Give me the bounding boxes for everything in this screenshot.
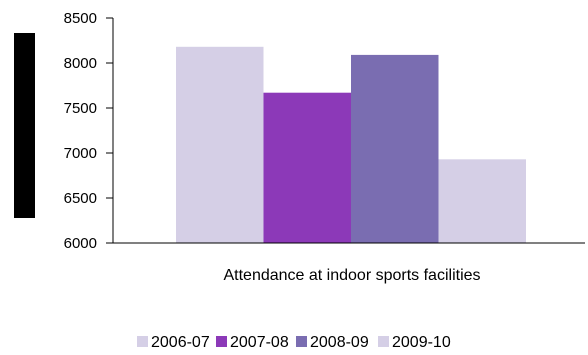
legend-swatch-2009-10 — [378, 336, 389, 347]
y-tick-label: 8500 — [64, 10, 97, 27]
legend-label-2006-07: 2006-07 — [151, 334, 210, 351]
legend-label-2009-10: 2009-10 — [392, 334, 451, 351]
x-axis-label: Attendance at indoor sports facilities — [223, 267, 480, 284]
y-axis-label-redaction — [14, 33, 35, 218]
y-tick-label: 7500 — [64, 100, 97, 117]
bar-2009-10 — [438, 159, 526, 243]
legend-swatch-2006-07 — [137, 336, 148, 347]
legend-swatch-2007-08 — [216, 336, 227, 347]
legend-label-2008-09: 2008-09 — [310, 334, 369, 351]
legend: 2006-07 2007-08 2008-09 2009-10 — [137, 334, 451, 351]
bar-2008-09 — [351, 54, 439, 244]
legend-swatch-2008-09 — [296, 336, 307, 347]
y-tick-label: 6500 — [64, 190, 97, 207]
y-ticks-group: 6000 6500 7000 7500 8000 8500 — [64, 10, 113, 252]
bar-2007-08 — [263, 92, 351, 243]
bar-2006-07 — [176, 46, 264, 243]
y-tick-label: 7000 — [64, 145, 97, 162]
bars-group — [176, 46, 526, 244]
y-tick-label: 6000 — [64, 235, 97, 252]
y-tick-label: 8000 — [64, 55, 97, 72]
legend-label-2007-08: 2007-08 — [230, 334, 289, 351]
